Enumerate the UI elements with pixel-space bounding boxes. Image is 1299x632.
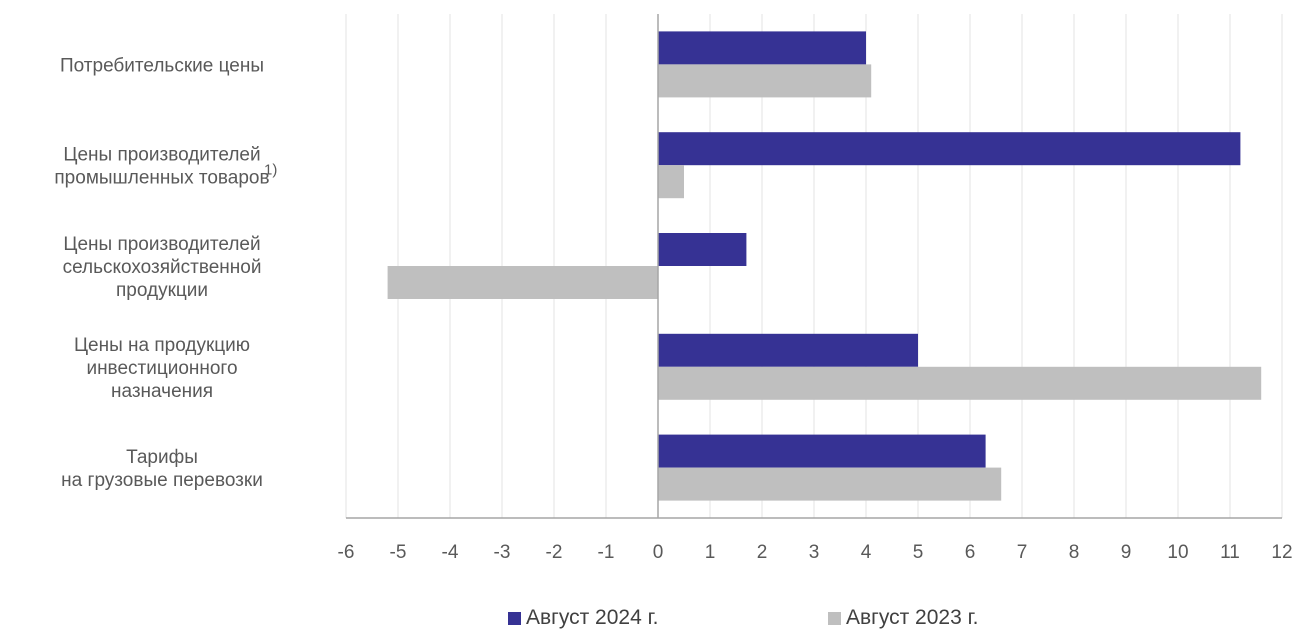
bar-s1-c2: [658, 132, 1241, 166]
bar-s1-c1: [658, 31, 866, 65]
legend-item-series-1: Август 2024 г.: [508, 606, 659, 630]
x-tick-label-6: 0: [653, 542, 664, 563]
x-tick-label-5: -1: [598, 542, 615, 563]
x-tick-label-1: -5: [390, 542, 407, 563]
bar-s1-c4: [658, 333, 918, 367]
category-label-3: Цены производителей сельскохозяйственной п…: [63, 234, 262, 301]
category-label-2: Цены производителей промышленных товаров: [54, 145, 269, 189]
x-tick-label-14: 8: [1069, 542, 1080, 563]
bar-s2-c1: [658, 64, 872, 98]
bar-s2-c5: [658, 467, 1002, 501]
x-tick-label-13: 7: [1017, 542, 1028, 563]
x-tick-label-17: 11: [1220, 542, 1240, 563]
x-tick-label-4: -2: [546, 542, 563, 563]
bar-s2-c2: [658, 165, 684, 199]
category-label-4: Цены на продукцию инвестиционного назначен…: [74, 335, 250, 402]
legend: Август 2024 г. Август 2023 г.: [0, 606, 1299, 632]
x-tick-labels: -6 -5 -4 -3 -2 -1 0 1 2 3 4 5 6 7 8 9 10 11 12: [338, 542, 1293, 563]
x-tick-label-15: 9: [1121, 542, 1132, 563]
legend-label-series-2: Август 2023 г.: [846, 606, 979, 629]
category-footnote-2: 1): [264, 162, 277, 179]
x-tick-label-10: 4: [861, 542, 872, 563]
category-labels: Потребительские цены Цены производителей п…: [54, 55, 277, 491]
bar-chart: -6 -5 -4 -3 -2 -1 0 1 2 3 4 5 6 7 8 9 10 11 12 Потребитель…: [54, 14, 1293, 563]
legend-label-series-1: Август 2024 г.: [526, 606, 659, 629]
legend-item-series-2: Август 2023 г.: [828, 606, 979, 630]
x-tick-label-3: -3: [494, 542, 511, 563]
category-label-1: Потребительские цены: [60, 55, 264, 76]
x-tick-label-0: -6: [338, 542, 355, 563]
x-tick-label-2: -4: [442, 542, 459, 563]
grid-lines: [345, 14, 1283, 518]
x-tick-label-9: 3: [809, 542, 820, 563]
axes: [346, 14, 1282, 519]
bars: [387, 31, 1262, 501]
x-tick-label-12: 6: [965, 542, 976, 563]
x-tick-label-7: 1: [705, 542, 716, 563]
legend-swatch-series-1: [508, 611, 521, 625]
x-tick-label-8: 2: [757, 542, 768, 563]
bar-s1-c5: [658, 434, 986, 468]
bar-s2-c4: [658, 366, 1262, 400]
bar-s1-c3: [658, 233, 747, 266]
x-tick-label-11: 5: [913, 542, 924, 563]
bar-s2-c3: [387, 266, 658, 299]
category-label-5: Тарифы на грузовые перевозки: [61, 447, 263, 491]
x-tick-label-16: 10: [1167, 542, 1188, 563]
legend-swatch-series-2: [828, 611, 841, 625]
x-tick-label-18: 12: [1271, 542, 1292, 563]
